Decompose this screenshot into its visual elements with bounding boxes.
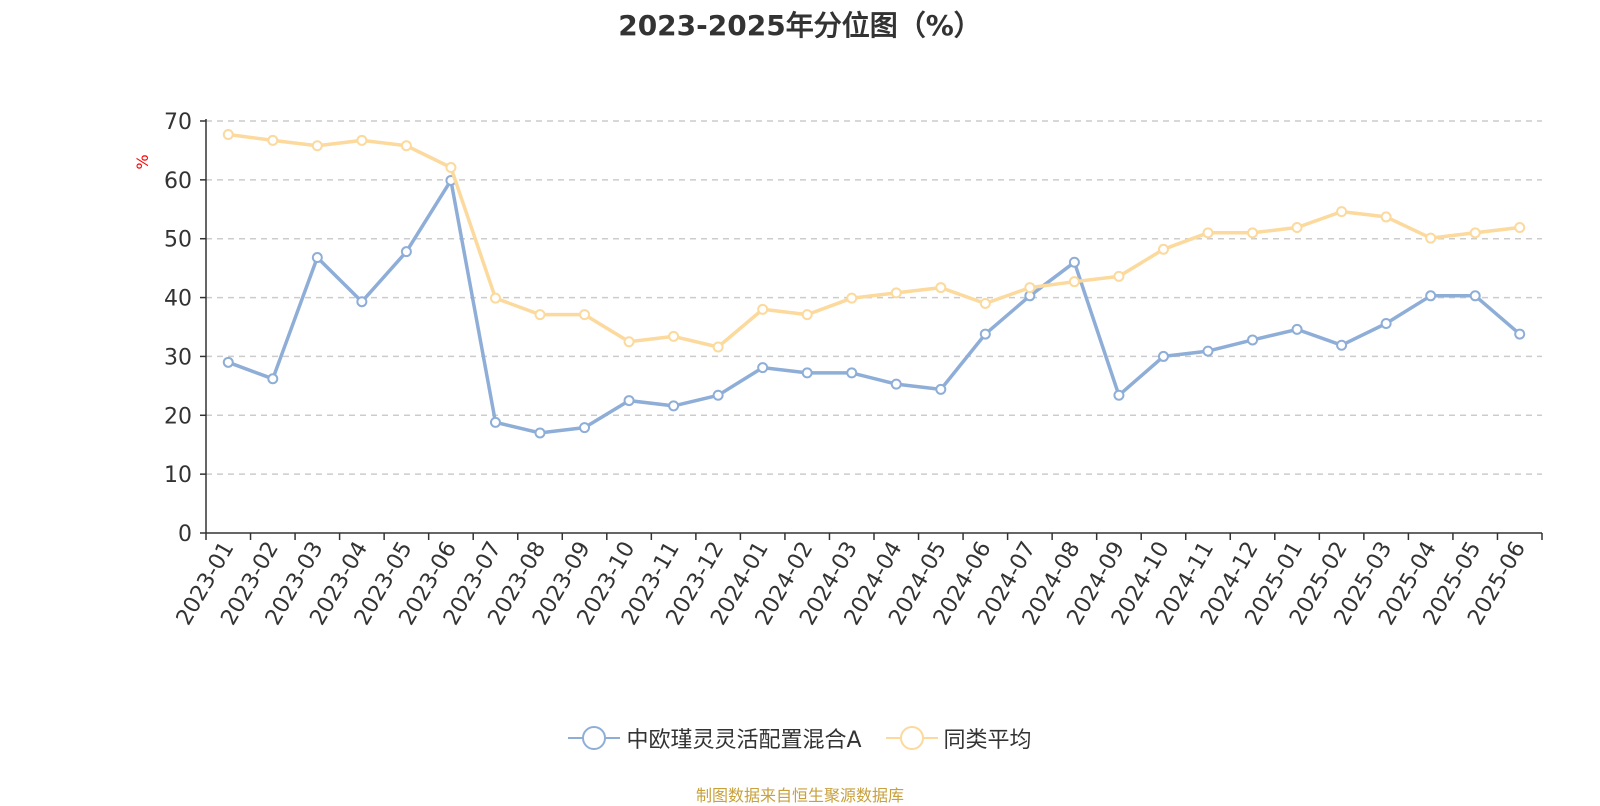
legend-item-series-2[interactable]: 同类平均 — [885, 722, 1032, 754]
data-point[interactable] — [1336, 339, 1348, 351]
y-tick-label: 60 — [164, 169, 192, 194]
data-point[interactable] — [979, 297, 991, 309]
data-point[interactable] — [1068, 256, 1080, 268]
series-1 — [222, 174, 1526, 439]
y-tick-label: 0 — [178, 522, 192, 547]
data-point[interactable] — [1469, 290, 1481, 302]
data-point[interactable] — [890, 287, 902, 299]
data-point[interactable] — [935, 282, 947, 294]
y-tick-label: 10 — [164, 463, 192, 488]
legend[interactable]: 中欧瑾灵灵活配置混合A 同类平均 — [0, 722, 1600, 754]
data-point[interactable] — [668, 400, 680, 412]
legend-item-series-1[interactable]: 中欧瑾灵灵活配置混合A — [568, 722, 862, 754]
data-point[interactable] — [668, 330, 680, 342]
data-point[interactable] — [400, 246, 412, 258]
series-lines — [222, 129, 1526, 439]
data-point[interactable] — [1157, 243, 1169, 255]
data-point[interactable] — [623, 336, 635, 348]
data-point[interactable] — [1202, 227, 1214, 239]
data-point[interactable] — [712, 389, 724, 401]
data-point[interactable] — [1247, 334, 1259, 346]
data-point[interactable] — [712, 341, 724, 353]
x-tick-labels: 2023-012023-022023-032023-042023-052023-… — [172, 537, 1531, 629]
legend-label-series-1: 中欧瑾灵灵活配置混合A — [626, 728, 862, 753]
series-2 — [222, 129, 1526, 353]
series-line — [227, 178, 1521, 435]
data-point[interactable] — [757, 303, 769, 315]
data-point[interactable] — [846, 367, 858, 379]
axes — [200, 119, 1543, 540]
data-point[interactable] — [1514, 328, 1526, 340]
data-point[interactable] — [222, 129, 234, 141]
data-point[interactable] — [311, 252, 323, 264]
legend-label-series-2: 同类平均 — [943, 728, 1032, 753]
data-point[interactable] — [1425, 290, 1437, 302]
data-point[interactable] — [356, 134, 368, 146]
data-point[interactable] — [1247, 227, 1259, 239]
data-point[interactable] — [935, 383, 947, 395]
data-point[interactable] — [267, 373, 279, 385]
data-point[interactable] — [623, 395, 635, 407]
data-point[interactable] — [1024, 282, 1036, 294]
data-point[interactable] — [1291, 222, 1303, 234]
data-point[interactable] — [1469, 227, 1481, 239]
grid-lines — [206, 120, 1542, 475]
y-tick-label: 50 — [164, 228, 192, 253]
data-point[interactable] — [1514, 222, 1526, 234]
data-source-footer: 制图数据来自恒生聚源数据库 — [695, 786, 904, 805]
data-point[interactable] — [400, 140, 412, 152]
data-point[interactable] — [1425, 232, 1437, 244]
data-point[interactable] — [1380, 211, 1392, 223]
y-tick-label: 20 — [164, 404, 192, 429]
data-point[interactable] — [534, 309, 546, 321]
data-point[interactable] — [1336, 206, 1348, 218]
data-point[interactable] — [311, 140, 323, 152]
series-line — [228, 132, 1520, 349]
data-point[interactable] — [445, 161, 457, 173]
data-point[interactable] — [801, 367, 813, 379]
data-point[interactable] — [222, 356, 234, 368]
data-point[interactable] — [801, 309, 813, 321]
data-point[interactable] — [1068, 276, 1080, 288]
data-point[interactable] — [757, 362, 769, 374]
data-point[interactable] — [489, 292, 501, 304]
data-point[interactable] — [356, 296, 368, 308]
data-point[interactable] — [489, 416, 501, 428]
data-point[interactable] — [267, 134, 279, 146]
data-point[interactable] — [1157, 350, 1169, 362]
data-point[interactable] — [1380, 317, 1392, 329]
data-point[interactable] — [1291, 323, 1303, 335]
data-point[interactable] — [890, 378, 902, 390]
data-point[interactable] — [1113, 389, 1125, 401]
data-point[interactable] — [579, 309, 591, 321]
data-point[interactable] — [979, 328, 991, 340]
y-tick-label: 70 — [164, 110, 192, 135]
legend-swatch-series-2 — [885, 726, 938, 750]
data-point[interactable] — [1202, 345, 1214, 357]
data-point[interactable] — [579, 422, 591, 434]
chart-title: 2023-2025年分位图（%） — [618, 9, 982, 42]
y-axis-label: % — [133, 154, 152, 169]
y-tick-label: 40 — [164, 287, 192, 312]
legend-swatch-series-1 — [568, 726, 621, 750]
data-point[interactable] — [846, 292, 858, 304]
data-point[interactable] — [534, 427, 546, 439]
data-point[interactable] — [1113, 270, 1125, 282]
y-tick-label: 30 — [164, 345, 192, 370]
y-tick-labels: 0 10 20 30 40 50 60 70 — [164, 110, 192, 547]
